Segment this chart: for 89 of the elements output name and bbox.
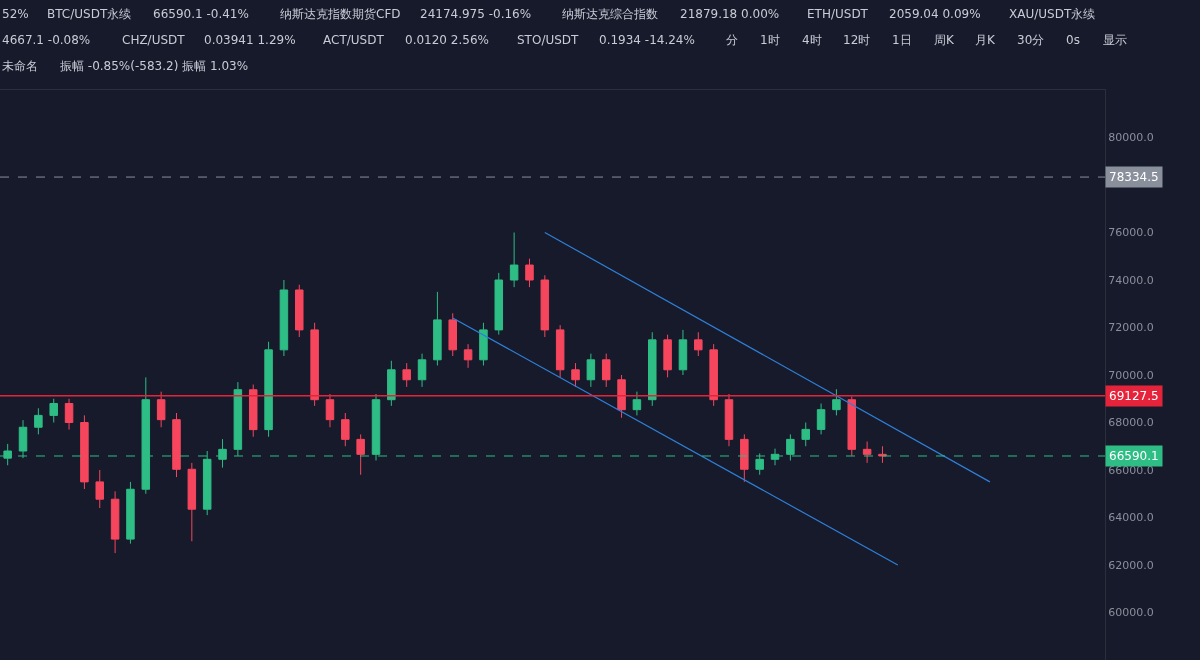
candlestick [632, 391, 642, 416]
ref-line-label: 69127.5 [1109, 389, 1159, 403]
candlestick [356, 433, 365, 476]
candlestick [279, 279, 289, 357]
text: 12时 [843, 33, 871, 47]
text: 0.0120 2.56% [405, 33, 489, 47]
candlestick [724, 393, 734, 447]
candlestick [341, 412, 350, 447]
y-tick-label: 74000.0 [1108, 273, 1154, 287]
y-tick-label: 70000.0 [1108, 368, 1154, 382]
candlestick [34, 407, 43, 435]
candlestick [847, 395, 857, 457]
candlestick [801, 422, 810, 447]
text: 0.1934 -14.24% [599, 33, 695, 47]
candlestick [187, 462, 197, 542]
text: 月K [975, 33, 996, 47]
text: 21879.18 0.00% [680, 7, 780, 21]
candlestick [156, 391, 166, 428]
text: 0.03941 1.29% [204, 33, 296, 47]
candlestick [248, 384, 258, 438]
text: 周K [934, 33, 955, 47]
text: ACT/USDT [323, 33, 385, 47]
candlestick [555, 324, 565, 378]
text: BTC/USDT永续 [47, 7, 132, 21]
text: 30分 [1017, 33, 1045, 47]
candlestick [463, 343, 473, 369]
candlestick [49, 398, 58, 423]
text: 分 [726, 33, 738, 47]
text: 24174.975 -0.16% [420, 7, 532, 21]
text: 纳斯达克指数期货CFD [280, 7, 401, 21]
text: 未命名 [2, 59, 38, 73]
text: 1时 [760, 33, 780, 47]
candlestick [417, 353, 427, 388]
y-tick-label: 64000.0 [1108, 511, 1154, 525]
text: 66590.1 -0.41% [153, 7, 249, 21]
candlestick [479, 322, 488, 366]
candlestick [295, 284, 304, 338]
candlestick [601, 353, 611, 388]
y-tick-label: 60000.0 [1108, 606, 1154, 620]
text: XAU/USDT永续 [1009, 7, 1096, 21]
candlestick [172, 412, 181, 478]
ref-line-label: 66590.1 [1109, 449, 1159, 463]
candlestick [663, 334, 672, 378]
candlestick [678, 329, 688, 376]
text: 纳斯达克综合指数 [562, 7, 658, 21]
candlestick [325, 393, 335, 428]
y-tick-label: 66000.0 [1108, 463, 1154, 477]
candlestick [740, 433, 749, 483]
text: 显示 [1103, 33, 1127, 47]
candlestick [816, 403, 826, 435]
y-tick-label: 62000.0 [1108, 558, 1154, 572]
y-tick-label: 68000.0 [1108, 416, 1154, 430]
text: 1日 [892, 33, 912, 47]
candlestick [525, 258, 534, 288]
candlestick [832, 388, 841, 416]
text: 4时 [802, 33, 822, 47]
text: STO/USDT [517, 33, 580, 47]
candlestick [586, 353, 596, 388]
candlestick [694, 331, 703, 357]
y-tick-label: 80000.0 [1108, 131, 1154, 145]
candlestick [264, 341, 273, 438]
candlestick [617, 374, 626, 419]
candlestick [648, 331, 657, 407]
candlestick [540, 274, 550, 338]
candlestick [95, 469, 105, 509]
candlestick [494, 272, 504, 336]
text: 0s [1066, 33, 1080, 47]
candlestick [110, 490, 120, 554]
y-tick-label: 76000.0 [1108, 226, 1154, 240]
ref-line-label: 78334.5 [1109, 170, 1159, 184]
candlestick [709, 343, 718, 407]
candlestick [126, 481, 135, 545]
text: CHZ/USDT [122, 33, 186, 47]
text: 4667.1 -0.08% [2, 33, 91, 47]
candlestick [387, 360, 396, 407]
candlestick [310, 322, 319, 407]
candlestick [433, 291, 442, 366]
candlestick [64, 398, 74, 431]
candlestick [448, 312, 457, 357]
candlestick [80, 414, 89, 490]
candlestick [571, 362, 580, 388]
text: 52% [2, 7, 29, 21]
y-tick-label: 72000.0 [1108, 321, 1154, 335]
candlestick [862, 441, 872, 464]
candlestick [509, 232, 519, 288]
candlestick [402, 362, 411, 388]
text: ETH/USDT [807, 7, 869, 21]
text: 2059.04 0.09% [889, 7, 981, 21]
text: 振幅 -0.85%(-583.2) 振幅 1.03% [60, 59, 249, 73]
